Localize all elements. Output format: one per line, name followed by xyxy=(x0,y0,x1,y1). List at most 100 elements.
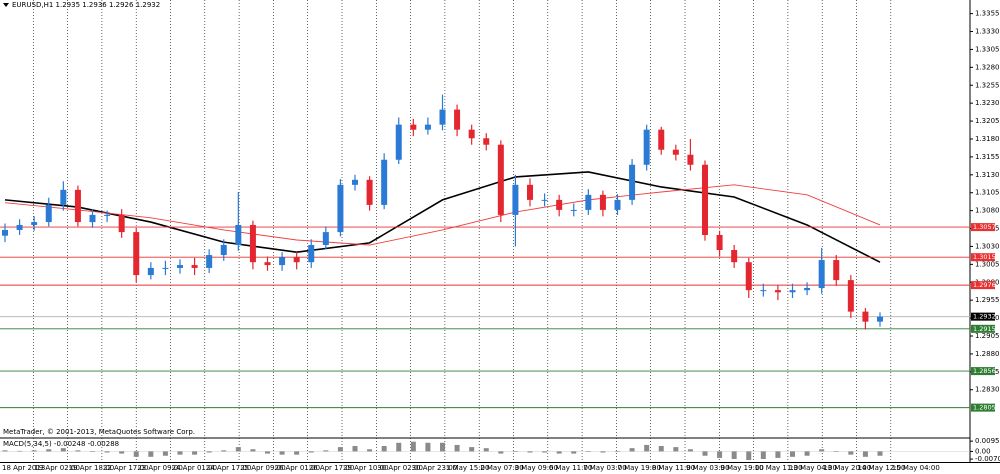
macd-bar xyxy=(192,451,198,455)
level-label: 1.3057 xyxy=(973,223,996,231)
macd-bar xyxy=(775,451,781,458)
candle-body xyxy=(439,109,446,125)
candle-body xyxy=(570,209,577,211)
level-box xyxy=(971,367,995,376)
macd-bar xyxy=(629,448,635,452)
copyright: MetaTrader, © 2001-2013, MetaQuotes Soft… xyxy=(3,428,195,436)
x-tick-label: 24 Apr 17:00 xyxy=(206,464,252,472)
macd-bar xyxy=(746,451,752,461)
x-tick-label: 9 May 19:00 xyxy=(720,464,764,472)
x-tick-label: 13 May 04:00 xyxy=(789,464,837,472)
y-tick-label: 0.00951 xyxy=(975,437,1000,445)
candle-body xyxy=(118,214,125,233)
macd-bar xyxy=(717,451,723,458)
macd-bar xyxy=(31,450,37,452)
x-tick-label: 7 May 03:00 xyxy=(583,464,627,472)
candle-body xyxy=(716,234,723,251)
x-tick-label: 24 Apr 01:00 xyxy=(172,464,218,472)
macd-bar xyxy=(498,451,504,454)
level-box xyxy=(971,281,995,290)
macd-bar xyxy=(250,449,256,452)
candle-body xyxy=(702,164,708,235)
x-tick-label: 26 Apr 01:00 xyxy=(274,464,320,472)
candle-body xyxy=(352,179,358,185)
candle-body xyxy=(629,164,636,200)
macd-bar xyxy=(2,450,8,452)
candle-body xyxy=(468,129,475,139)
y-tick-label: 1.3105 xyxy=(975,189,1000,197)
candle-body xyxy=(2,229,8,236)
candle-body xyxy=(177,265,183,268)
x-tick-label: 3 May 09:00 xyxy=(515,464,559,472)
candle-body xyxy=(133,232,140,276)
candle-body xyxy=(89,214,96,223)
level-label: 1.2856 xyxy=(973,367,996,375)
candle-body xyxy=(672,149,679,155)
macd-bar xyxy=(469,447,475,452)
x-tick-label: 23 Apr 09:00 xyxy=(137,464,183,472)
candle-body xyxy=(643,129,650,165)
macd-bar xyxy=(702,451,708,456)
candle-body xyxy=(687,154,694,165)
candle-body xyxy=(483,138,490,145)
macd-bar xyxy=(75,450,81,452)
level-label: 1.3015 xyxy=(973,253,996,261)
candle-body xyxy=(512,184,519,215)
macd-bar xyxy=(454,444,460,452)
candle-body xyxy=(818,260,825,288)
candle-body xyxy=(16,224,23,230)
y-tick-label: 0.00 xyxy=(975,447,991,455)
macd-bar xyxy=(512,451,518,452)
y-tick-label: 1.3330 xyxy=(975,28,1000,36)
macd-bar xyxy=(833,451,839,452)
x-tick-label: 30 Apr 23:00 xyxy=(412,464,458,472)
candle-body xyxy=(556,199,563,210)
macd-bar xyxy=(542,451,548,453)
y-tick-label: 1.2830 xyxy=(975,386,1000,394)
candle-body xyxy=(804,287,811,291)
chart-title: EURUSD,H1 1.2935 1.2936 1.2926 1.2932 xyxy=(12,1,160,9)
level-label: 1.2915 xyxy=(973,325,996,333)
y-tick-label: 1.2955 xyxy=(975,296,1000,304)
y-tick-label: 1.3155 xyxy=(975,153,1000,161)
macd-bar xyxy=(381,446,387,452)
candle-body xyxy=(614,199,621,210)
y-tick-label: 1.3130 xyxy=(975,171,1000,179)
macd-bar xyxy=(687,449,693,452)
candle-body xyxy=(789,290,796,293)
candle-body xyxy=(847,280,854,312)
moving-average xyxy=(4,184,881,246)
level-box xyxy=(971,223,995,232)
level-label: 1.2976 xyxy=(973,281,996,289)
candle-body xyxy=(833,260,840,281)
x-tick-label: 15 May 04:00 xyxy=(892,464,940,472)
macd-bar xyxy=(133,451,139,457)
candle-body xyxy=(760,290,767,292)
level-label: 1.2932 xyxy=(973,313,996,321)
y-tick-label: 1.3280 xyxy=(975,63,1000,71)
candle-body xyxy=(279,257,286,266)
x-tick-label: 26 Apr 17:00 xyxy=(309,464,355,472)
macd-bar xyxy=(337,447,343,452)
macd-bar xyxy=(352,446,358,452)
macd-bar xyxy=(177,451,183,455)
macd-bar xyxy=(804,451,810,456)
macd-bar xyxy=(483,448,489,452)
y-tick-label: 1.3080 xyxy=(975,207,1000,215)
macd-bar xyxy=(673,447,679,452)
macd-bar xyxy=(279,451,285,455)
x-tick-label: 14 May 12:00 xyxy=(858,464,906,472)
candle-body xyxy=(74,189,81,223)
macd-bar xyxy=(294,451,300,455)
macd-bar xyxy=(148,451,154,457)
candle-body xyxy=(585,194,592,210)
candle-body xyxy=(104,214,111,216)
macd-bar xyxy=(323,450,329,452)
macd-bar xyxy=(162,451,168,456)
menu-arrow xyxy=(3,3,9,7)
macd-bar xyxy=(644,444,650,452)
x-tick-label: 2 May 07:00 xyxy=(480,464,524,472)
x-tick-label: 8 May 11:00 xyxy=(652,464,696,472)
